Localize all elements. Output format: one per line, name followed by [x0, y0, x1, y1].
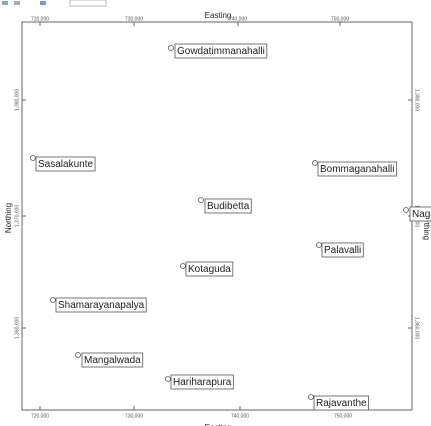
- place-icon: [180, 263, 186, 269]
- place-icon: [198, 197, 204, 203]
- northing-tick-label: 1,380,000: [414, 89, 420, 111]
- axis-title: Easting: [205, 423, 232, 426]
- northing-tick-label: 1,360,000: [414, 317, 420, 339]
- place: Kotaguda: [180, 261, 234, 277]
- place: Sasalakunte: [30, 155, 96, 172]
- place: Palavalli: [316, 242, 364, 258]
- place-label: Gowdatimmanahalli: [177, 46, 265, 57]
- easting-tick-label: 750,000: [331, 16, 349, 22]
- northing-tick-label: 1,380,000: [14, 89, 20, 111]
- place: Hariharapura: [165, 374, 234, 390]
- axis-title: Northing: [4, 203, 13, 233]
- place: Rajavanthe: [308, 394, 369, 411]
- place-icon: [316, 242, 322, 248]
- easting-tick-label: 730,000: [125, 413, 143, 419]
- place-icon: [308, 394, 314, 400]
- place-icon: [30, 155, 36, 161]
- place: Mangalwada: [75, 352, 144, 368]
- place-label: Rajavanthe: [316, 398, 367, 409]
- place-label: Shamarayanapalya: [58, 300, 145, 311]
- place-label-box: [170, 374, 234, 390]
- easting-tick-label: 740,000: [229, 16, 247, 22]
- place-label-box: [321, 242, 364, 258]
- axis-title: Easting: [205, 11, 232, 20]
- easting-tick-label: 740,000: [231, 413, 249, 419]
- place-label-box: [317, 161, 397, 177]
- place-label: Mangalwada: [84, 355, 141, 366]
- place-label-box: [55, 297, 147, 313]
- place-icon: [75, 352, 81, 358]
- place-icon: [168, 45, 174, 51]
- place-label-box: [174, 43, 268, 59]
- place-label: Sasalakunte: [38, 159, 93, 170]
- place: Bommaganahalli: [312, 160, 397, 177]
- place-label: Palavalli: [324, 245, 361, 256]
- easting-tick-label: 750,000: [334, 413, 352, 419]
- place-label: Kotaguda: [188, 264, 231, 275]
- place-label: Nag: [412, 209, 430, 220]
- place: Budibetta: [198, 197, 252, 214]
- place: Gowdatimmanahalli: [168, 43, 268, 59]
- easting-tick-label: 720,000: [31, 413, 49, 419]
- place-icon: [312, 160, 318, 166]
- place: Shamarayanapalya: [50, 297, 147, 313]
- place-icon: [165, 376, 171, 382]
- place-label-box: [409, 206, 431, 222]
- place-label-box: [204, 198, 252, 214]
- axis-title: Northing: [422, 210, 431, 240]
- place-label: Budibetta: [207, 201, 250, 212]
- northing-tick-label: 1,370,000: [14, 205, 20, 227]
- place-label-box: [81, 352, 144, 368]
- place-label: Bommaganahalli: [320, 164, 395, 175]
- easting-tick-label: 720,000: [31, 16, 49, 22]
- easting-tick-label: 730,000: [125, 16, 143, 22]
- place-icon: [50, 297, 56, 303]
- place-label-box: [35, 156, 96, 172]
- place-label-box: [313, 395, 369, 411]
- place-label-box: [185, 261, 234, 277]
- northing-tick-label: 1,360,000: [14, 317, 20, 339]
- place-label: Hariharapura: [173, 377, 232, 388]
- place-icon: [403, 207, 409, 213]
- place: Nag: [403, 206, 431, 222]
- map-frame: [21, 21, 413, 411]
- toolbar: [2, 0, 107, 7]
